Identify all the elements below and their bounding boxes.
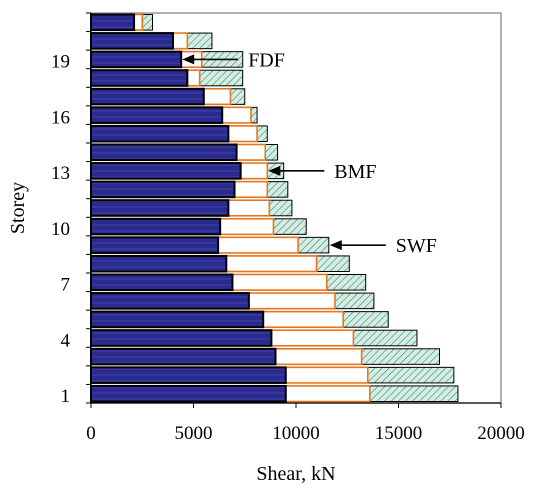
fdf-bar-storey-19 xyxy=(90,50,183,69)
x-tick-label: 10000 xyxy=(272,423,320,444)
fdf-bar-storey-12 xyxy=(90,180,236,199)
fdf-bar-storey-4 xyxy=(90,329,273,347)
fdf-bar-storey-18 xyxy=(90,69,189,87)
fdf-arrow-head xyxy=(182,54,195,65)
fdf-bar-storey-17 xyxy=(90,87,205,106)
fdf-bar-storey-10 xyxy=(90,217,222,236)
y-axis-title: Storey xyxy=(7,182,29,234)
fdf-bar-storey-3 xyxy=(90,347,277,366)
x-tick-label: 15000 xyxy=(375,423,423,444)
x-axis-title: Shear, kN xyxy=(256,463,335,485)
x-tick-label: 5000 xyxy=(175,423,213,444)
bmf-annotation-label: BMF xyxy=(334,161,376,183)
y-tick-label: 16 xyxy=(51,107,70,128)
fdf-bar-storey-5 xyxy=(90,310,265,329)
fdf-bar-storey-16 xyxy=(90,106,224,124)
y-tick-label: 19 xyxy=(51,52,70,73)
fdf-bar-storey-7 xyxy=(90,273,234,292)
y-tick-label: 10 xyxy=(51,219,70,240)
fdf-bar-storey-6 xyxy=(90,292,250,310)
y-tick-label: 7 xyxy=(61,275,71,296)
axes-layer: 0 5000 10000 15000 20000 1 4 7 10 13 16 19 xyxy=(51,12,525,444)
y-tick-label: 4 xyxy=(61,330,71,351)
fdf-bar-storey-13 xyxy=(90,162,242,180)
fdf-bar-storey-11 xyxy=(90,199,230,217)
swf-arrow-head xyxy=(329,240,342,251)
y-tick-label: 13 xyxy=(51,163,70,184)
swf-annotation-label: SWF xyxy=(396,235,437,257)
fdf-bar-storey-21 xyxy=(90,13,136,32)
fdf-bar-storey-1 xyxy=(90,384,287,403)
fdf-bar-storey-20 xyxy=(90,32,174,50)
fdf-bar-storey-15 xyxy=(90,124,230,143)
fdf-annotation-label: FDF xyxy=(248,49,285,71)
annotations-layer: FDF BMF SWF xyxy=(182,49,437,257)
y-tick-label: 1 xyxy=(61,386,71,407)
bmf-arrow-head xyxy=(268,165,281,176)
x-tick-label: 20000 xyxy=(477,423,525,444)
fdf-bar-storey-2 xyxy=(90,366,287,384)
fdf-bar-storey-14 xyxy=(90,143,238,162)
fdf-bar-storey-9 xyxy=(90,236,220,254)
fdf-bar-storey-8 xyxy=(90,254,228,273)
bars-layer xyxy=(90,13,459,403)
x-tick-label: 0 xyxy=(86,423,96,444)
